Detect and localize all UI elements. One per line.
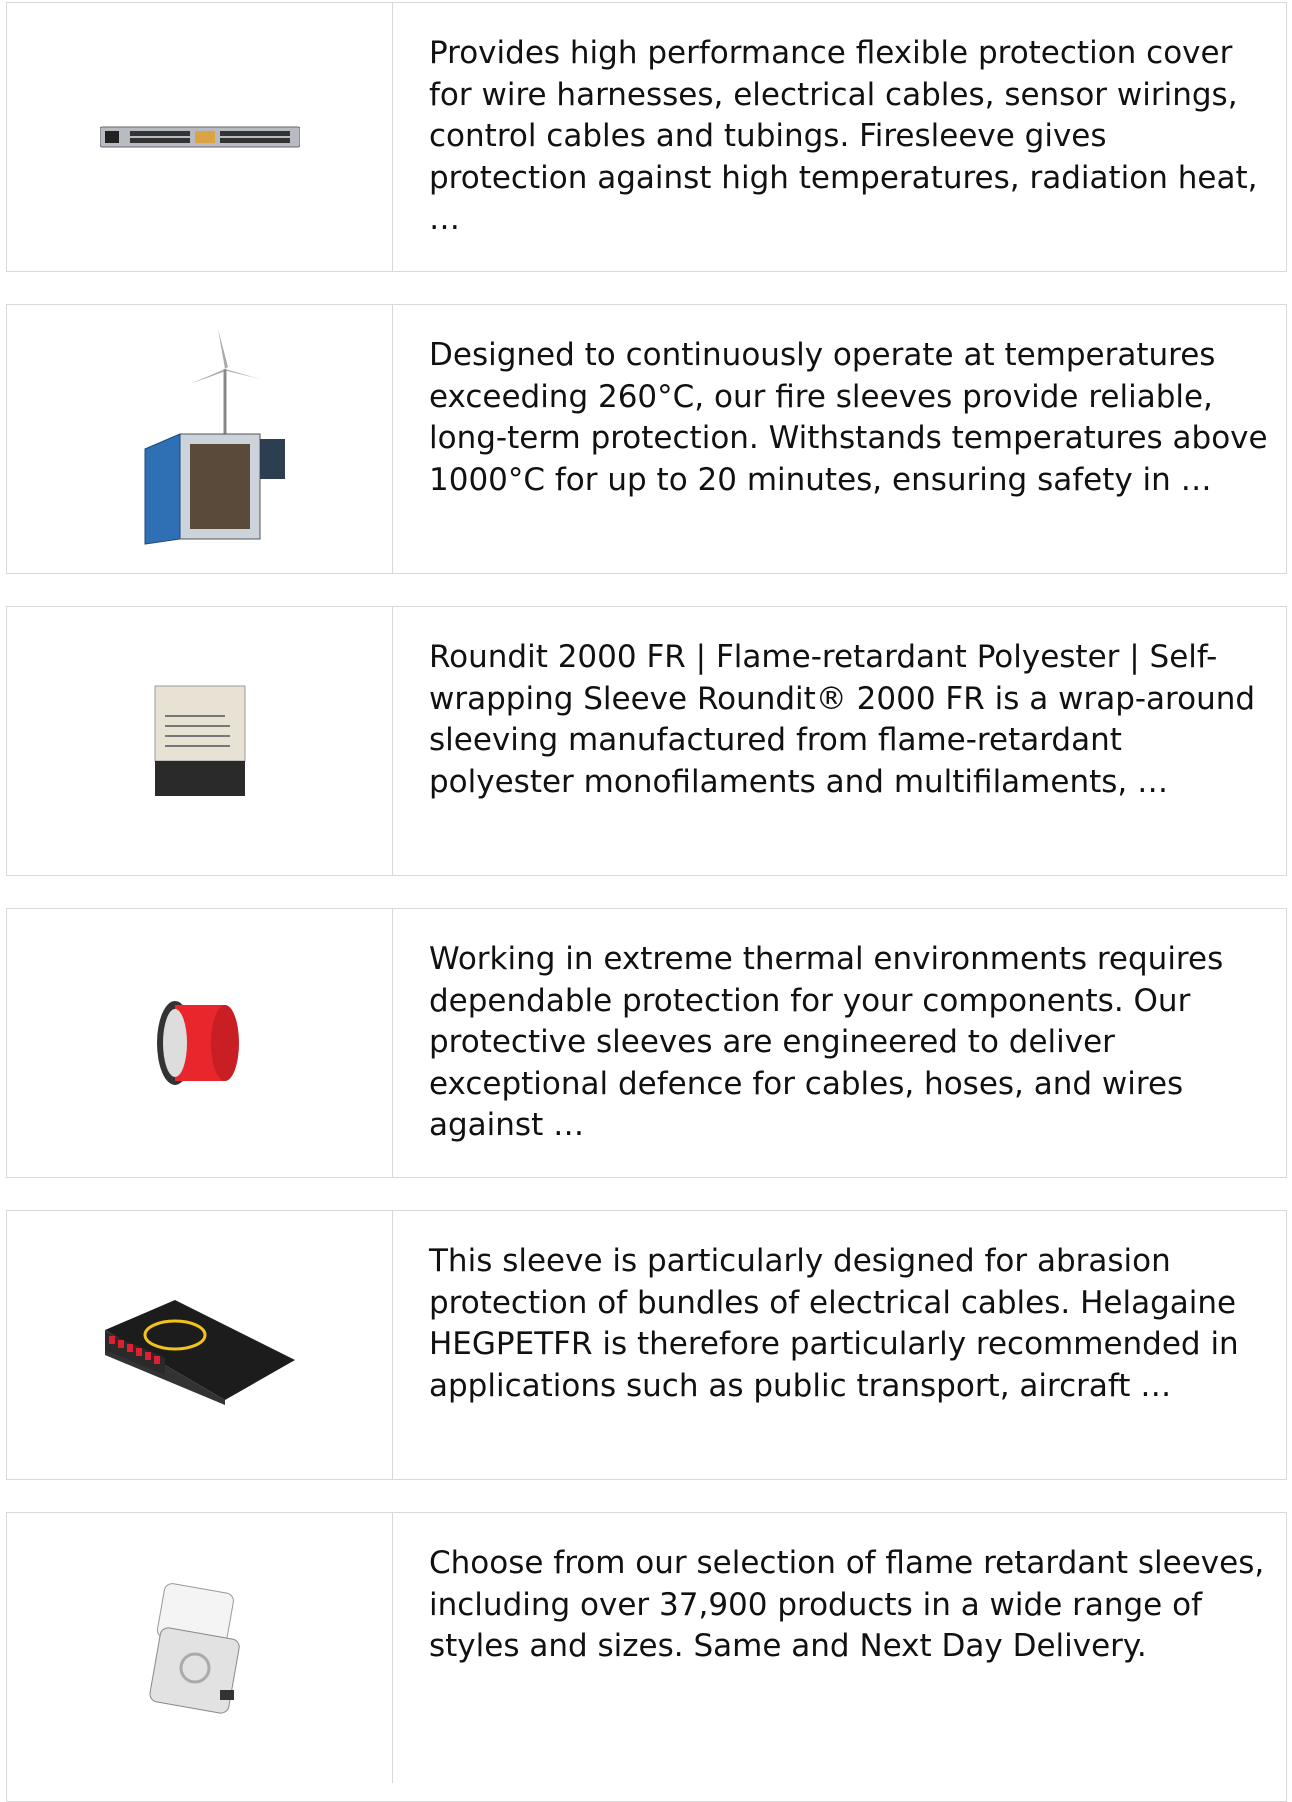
product-image — [7, 3, 393, 271]
product-description: This sleeve is particularly designed for… — [429, 1241, 1269, 1407]
product-description: Roundit 2000 FR | Flame-retardant Polyes… — [429, 637, 1269, 803]
product-image — [7, 909, 393, 1177]
page: {"items": [ {"description": "Provides hi… — [0, 0, 1292, 1780]
product-card[interactable]: Roundit 2000 FR | Flame-retardant Polyes… — [6, 606, 1287, 876]
product-card[interactable]: Choose from our selection of flame retar… — [6, 1512, 1287, 1802]
fiber-box — [95, 1280, 305, 1410]
terminal-box — [145, 1578, 255, 1718]
product-card[interactable]: Working in extreme thermal environments … — [6, 908, 1287, 1178]
product-card[interactable]: Provides high performance flexible prote… — [6, 2, 1287, 272]
cable-spool — [150, 993, 250, 1093]
product-image — [7, 305, 393, 573]
product-description: Choose from our selection of flame retar… — [429, 1543, 1269, 1668]
relay-module — [140, 681, 260, 801]
product-image — [7, 607, 393, 875]
product-description: Designed to continuously operate at temp… — [429, 335, 1269, 501]
rack-device — [100, 122, 300, 152]
product-description: Provides high performance flexible prote… — [429, 33, 1269, 241]
product-image — [7, 1513, 393, 1783]
product-description: Working in extreme thermal environments … — [429, 939, 1269, 1147]
outdoor-cabinet — [90, 329, 310, 549]
product-image — [7, 1211, 393, 1479]
product-card[interactable]: Designed to continuously operate at temp… — [6, 304, 1287, 574]
product-card[interactable]: This sleeve is particularly designed for… — [6, 1210, 1287, 1480]
